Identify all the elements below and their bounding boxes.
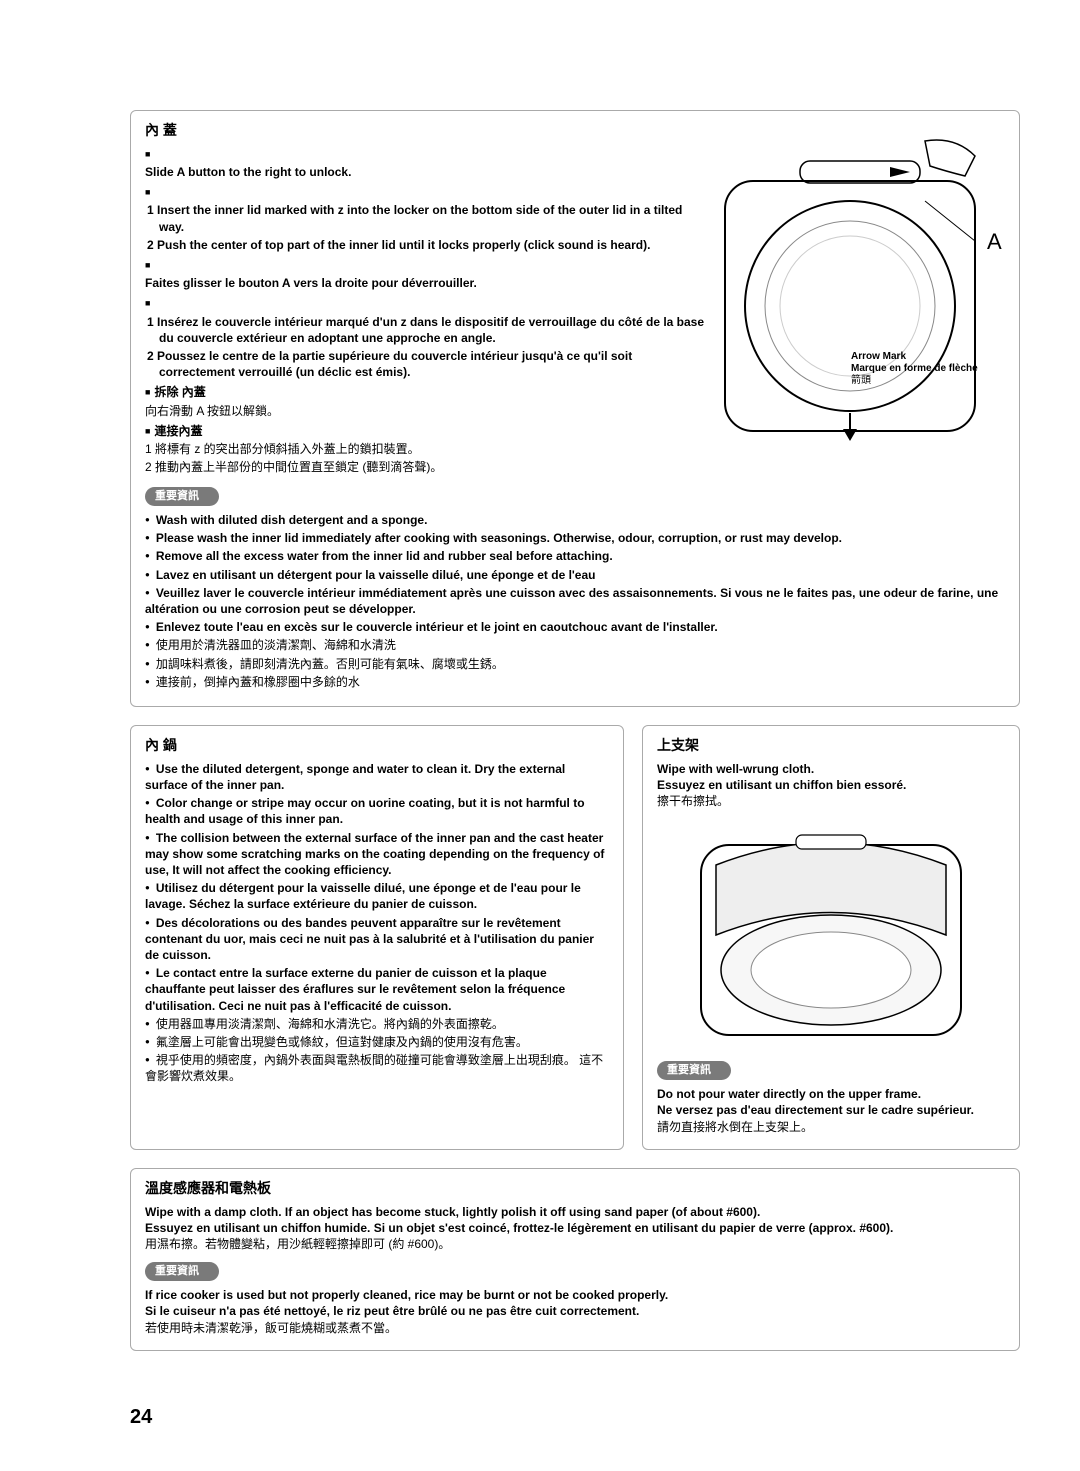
p4-imp-en: If rice cooker is used but not properly … <box>145 1287 1005 1303</box>
imp1-fr-2: Veuillez laver le couvercle intérieur im… <box>145 585 1005 617</box>
p3-imp-cn: 請勿直接將水倒在上支架上。 <box>657 1119 1005 1135</box>
imp1-en-1: Wash with diluted dish detergent and a s… <box>145 512 1005 528</box>
attach-en-1: 1 Insert the inner lid marked with z int… <box>145 202 705 234</box>
svg-text:A: A <box>987 229 1002 254</box>
important-pill-3: 重要資訊 <box>657 1061 731 1080</box>
sub-attach-cn: 連接內蓋 <box>145 423 705 439</box>
attach-cn-1: 1 將標有 z 的突出部分傾斜插入外蓋上的鎖扣裝置。 <box>145 441 705 457</box>
p2-cn-2: 氟塗層上可能會出現變色或條紋，但這對健康及內鍋的使用沒有危害。 <box>145 1034 609 1050</box>
slide-a-en: Slide A button to the right to unlock. <box>145 164 705 180</box>
inner-lid-diagram: A Arrow Mark Marque en forme de flèche 箭… <box>695 121 1005 441</box>
attach-en-2: 2 Push the center of top part of the inn… <box>145 237 705 253</box>
attach-cn-2: 2 推動內蓋上半部份的中間位置直至鎖定 (聽到滴答聲)。 <box>145 459 705 475</box>
attach-fr-1: 1 Insérez le couvercle intérieur marqué … <box>145 314 705 346</box>
p4-imp-fr: Si le cuiseur n'a pas été nettoyé, le ri… <box>145 1303 1005 1319</box>
panel-upper-frame: 上支架 Wipe with well-wrung cloth. Essuyez … <box>642 725 1020 1150</box>
attach-fr-2: 2 Poussez le centre de la partie supérie… <box>145 348 705 380</box>
diagram-marque-label: Marque en forme de flèche <box>851 363 1001 375</box>
detach-cn-1: 向右滑動 A 按鈕以解鎖。 <box>145 403 705 419</box>
p4-en: Wipe with a damp cloth. If an object has… <box>145 1204 1005 1220</box>
sub-detach-en <box>145 146 705 162</box>
p2-cn-1: 使用器皿專用淡清潔劑、海綿和水清洗它。將內鍋的外表面擦乾。 <box>145 1016 609 1032</box>
upper-frame-diagram <box>666 815 996 1045</box>
p3-wipe-fr: Essuyez en utilisant un chiffon bien ess… <box>657 777 1005 793</box>
sub-attach-en <box>145 184 705 200</box>
important-pill-4: 重要資訊 <box>145 1262 219 1281</box>
imp1-fr-1: Lavez en utilisant un détergent pour la … <box>145 567 1005 583</box>
p3-wipe-cn: 擦干布擦拭。 <box>657 793 1005 809</box>
p4-imp-cn: 若使用時未清潔乾淨，飯可能燒糊或蒸煮不當。 <box>145 1320 1005 1336</box>
p2-en-3: The collision between the external surfa… <box>145 830 609 879</box>
imp1-cn-1: 使用用於清洗器皿的淡清潔劑、海綿和水清洗 <box>145 637 1005 653</box>
p2-fr-1: Utilisez du détergent pour la vaisselle … <box>145 880 609 912</box>
diagram-cn-label: 箭頭 <box>851 375 1001 387</box>
panel-inner-pan: 內 鍋 Use the diluted detergent, sponge an… <box>130 725 624 1150</box>
p2-en-1: Use the diluted detergent, sponge and wa… <box>145 761 609 793</box>
p2-fr-2: Des décolorations ou des bandes peuvent … <box>145 915 609 964</box>
page-number: 24 <box>130 1404 152 1431</box>
p3-imp-fr: Ne versez pas d'eau directement sur le c… <box>657 1102 1005 1118</box>
important-pill-1: 重要資訊 <box>145 487 219 506</box>
panel1-title: 內 蓋 <box>145 121 705 140</box>
slide-a-fr: Faites glisser le bouton A vers la droit… <box>145 275 705 291</box>
sub-detach-fr <box>145 257 705 273</box>
p3-wipe-en: Wipe with well-wrung cloth. <box>657 761 1005 777</box>
imp1-en-3: Remove all the excess water from the inn… <box>145 548 1005 564</box>
p3-imp-en: Do not pour water directly on the upper … <box>657 1086 1005 1102</box>
p4-cn: 用濕布擦。若物體變粘，用沙紙輕輕擦掉即可 (約 #600)。 <box>145 1236 1005 1252</box>
sub-attach-fr <box>145 295 705 311</box>
diagram-arrow-label: Arrow Mark <box>851 351 1001 363</box>
imp1-cn-3: 連接前，倒掉內蓋和橡膠圈中多餘的水 <box>145 674 1005 690</box>
panel-inner-lid: 內 蓋 Slide A button to the right to unloc… <box>130 110 1020 707</box>
p2-en-2: Color change or stripe may occur on uori… <box>145 795 609 827</box>
panel3-title: 上支架 <box>657 736 1005 755</box>
p2-cn-3: 視乎使用的頻密度，內鍋外表面與電熱板間的碰撞可能會導致塗層上出現刮痕。 這不會影… <box>145 1052 609 1084</box>
imp1-cn-2: 加調味料煮後，請即刻清洗內蓋。否則可能有氣味、腐壞或生銹。 <box>145 656 1005 672</box>
panel-sensor-heater: 溫度感應器和電熱板 Wipe with a damp cloth. If an … <box>130 1168 1020 1351</box>
p4-fr: Essuyez en utilisant un chiffon humide. … <box>145 1220 1005 1236</box>
panel2-title: 內 鍋 <box>145 736 609 755</box>
p2-fr-3: Le contact entre la surface externe du p… <box>145 965 609 1014</box>
imp1-en-2: Please wash the inner lid immediately af… <box>145 530 1005 546</box>
imp1-fr-3: Enlevez toute l'eau en excès sur le couv… <box>145 619 1005 635</box>
sub-detach-cn: 拆除 內蓋 <box>145 384 705 400</box>
panel4-title: 溫度感應器和電熱板 <box>145 1179 1005 1198</box>
